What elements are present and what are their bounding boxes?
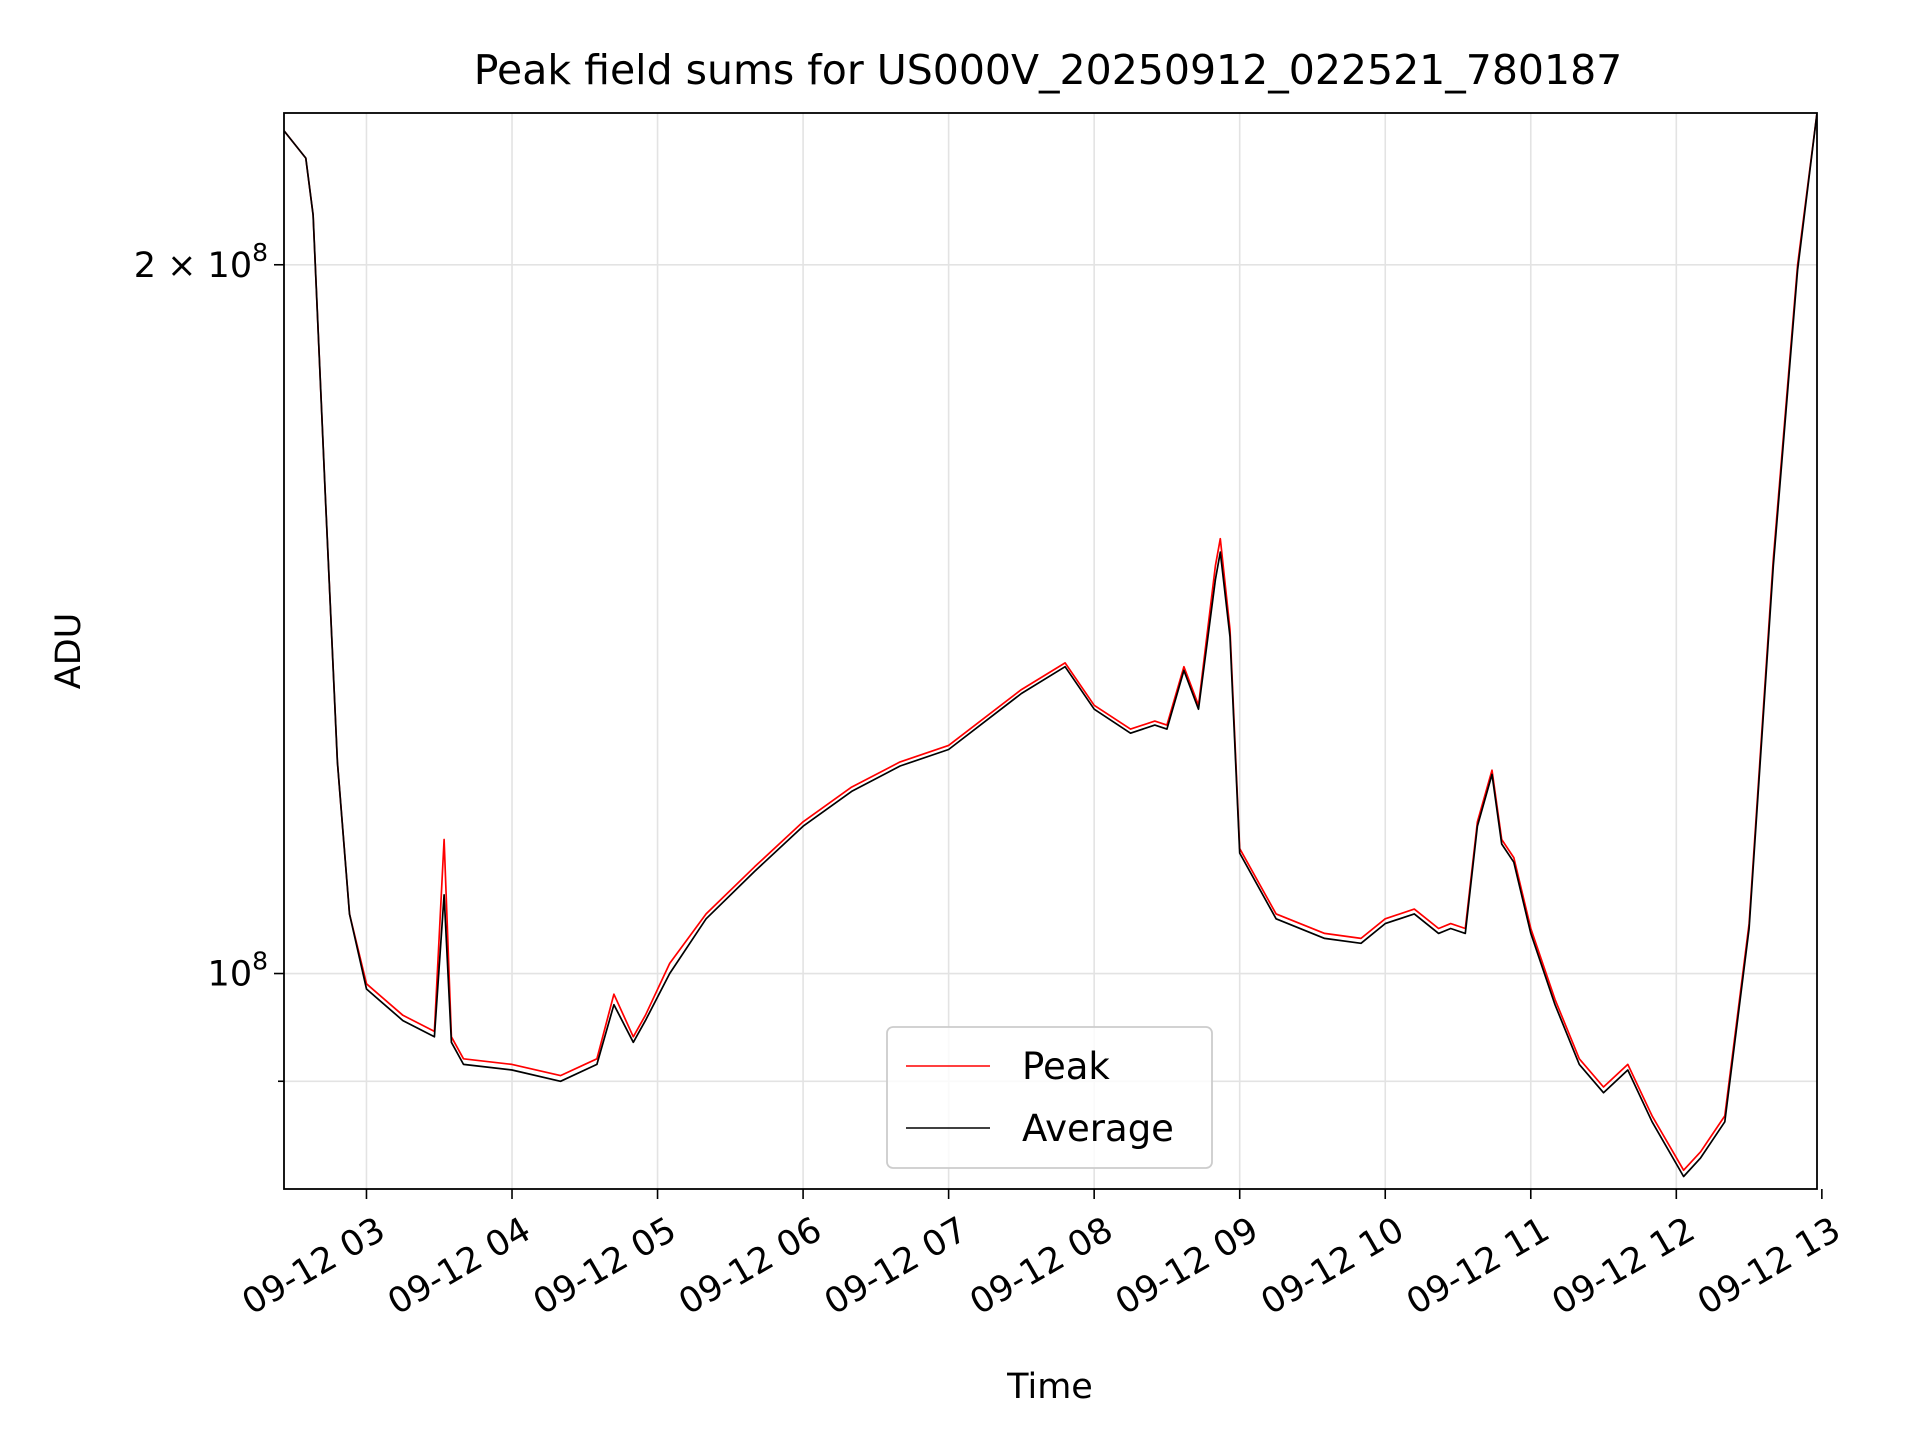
series-line-average <box>284 113 1817 1178</box>
series-layer <box>284 113 1817 1178</box>
chart-title: Peak field sums for US000V_20250912_0225… <box>474 46 1623 94</box>
y-tick-label: 108 <box>208 947 268 995</box>
legend-label-average: Average <box>1022 1107 1174 1150</box>
x-axis-label: Time <box>1006 1367 1093 1407</box>
legend-label-peak: Peak <box>1022 1045 1110 1088</box>
legend: Peak Average <box>886 1026 1213 1169</box>
y-axis-label: ADU <box>49 613 89 690</box>
series-line-peak <box>284 113 1817 1172</box>
legend-box <box>886 1026 1213 1169</box>
y-tick-label: 2 × 108 <box>134 238 268 286</box>
plot-frame <box>283 112 1818 1190</box>
